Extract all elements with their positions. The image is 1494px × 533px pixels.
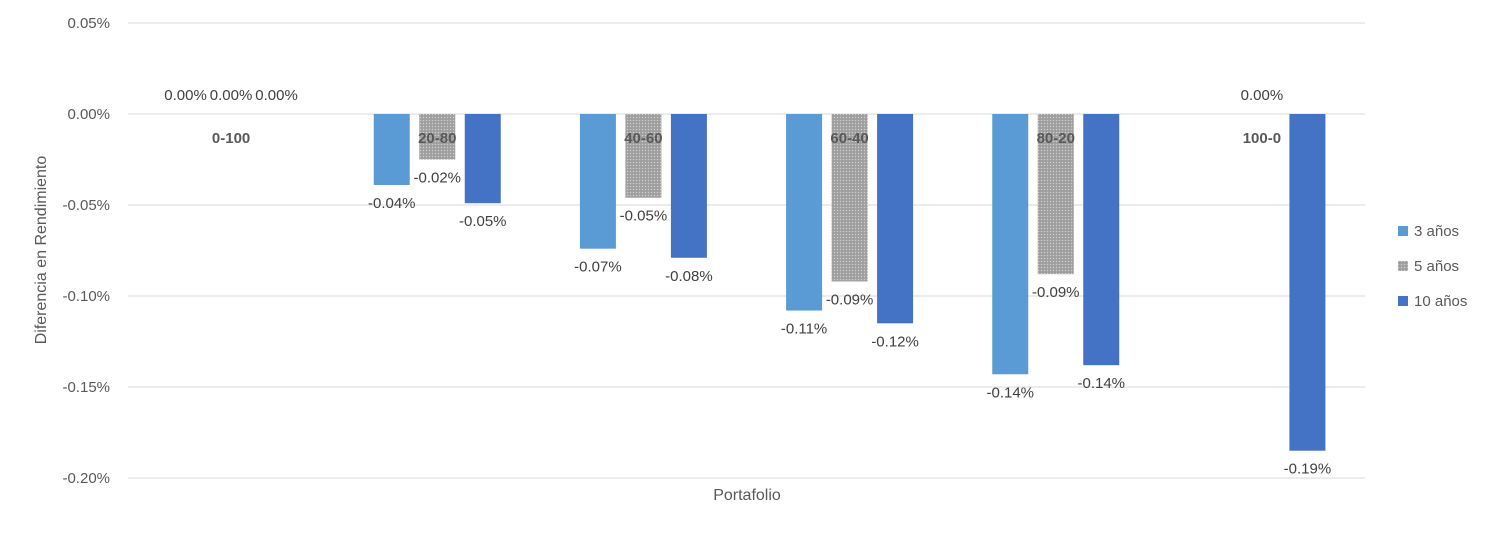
y-tick-label: -0.15% [62, 379, 110, 396]
data-label: 0.00% [210, 87, 253, 104]
legend-swatch [1398, 226, 1408, 236]
category-labels: 0-100 20-80 40-60 60-40 80-20 100-0 [212, 130, 1281, 147]
bar [1083, 114, 1120, 366]
data-label: 0.00% [1241, 87, 1284, 104]
y-tick-label: -0.10% [62, 288, 110, 305]
category-label: 80-20 [1037, 130, 1075, 147]
category-label: 60-40 [830, 130, 868, 147]
data-label: 0.00% [164, 87, 207, 104]
y-tick-label: 0.05% [67, 15, 110, 32]
data-label: -0.09% [1032, 284, 1080, 301]
data-label: -0.09% [826, 291, 874, 308]
data-labels: 0.00% 0.00% 0.00%-0.04%-0.02%-0.05%-0.07%-… [164, 87, 1331, 478]
category-label: 0-100 [212, 130, 250, 147]
category-label: 20-80 [418, 130, 456, 147]
bar [786, 114, 823, 311]
bar [464, 114, 501, 204]
data-label: -0.14% [986, 384, 1034, 401]
legend-label: 10 años [1414, 293, 1467, 310]
bar [670, 114, 707, 258]
legend-swatch [1398, 261, 1408, 271]
legend-swatch [1398, 296, 1408, 306]
data-label: -0.05% [459, 213, 507, 230]
data-label: -0.11% [781, 321, 827, 338]
bar [419, 114, 456, 160]
y-axis-ticks: 0.05% 0.00% -0.05% -0.10% -0.15% -0.20% [62, 15, 110, 487]
legend-label: 5 años [1414, 258, 1459, 275]
bar [1289, 114, 1326, 451]
y-tick-label: -0.05% [62, 197, 110, 214]
y-axis-title: Diferencia en Rendimiento [33, 156, 50, 345]
data-label: -0.19% [1284, 461, 1332, 478]
bar [373, 114, 410, 185]
data-label: -0.02% [413, 170, 461, 187]
x-axis-title: Portafolio [713, 487, 781, 504]
bar [877, 114, 914, 324]
data-label: -0.12% [871, 333, 919, 350]
data-label: -0.14% [1077, 375, 1125, 392]
data-label: -0.08% [665, 268, 713, 285]
y-tick-label: -0.20% [62, 470, 110, 487]
bar [625, 114, 662, 198]
data-label: -0.05% [620, 208, 668, 225]
bar [831, 114, 868, 282]
data-label: -0.07% [574, 259, 622, 276]
y-tick-label: 0.00% [67, 106, 110, 123]
bar [579, 114, 616, 249]
category-label: 40-60 [624, 130, 662, 147]
bar [992, 114, 1029, 375]
legend: 3 años 5 años 10 años [1398, 223, 1467, 310]
data-label: -0.04% [368, 195, 416, 212]
bar [1037, 114, 1074, 275]
category-label: 100-0 [1243, 130, 1281, 147]
gridlines [128, 22, 1365, 479]
data-label: 0.00% [255, 87, 298, 104]
bars [373, 114, 1326, 451]
legend-label: 3 años [1414, 223, 1459, 240]
